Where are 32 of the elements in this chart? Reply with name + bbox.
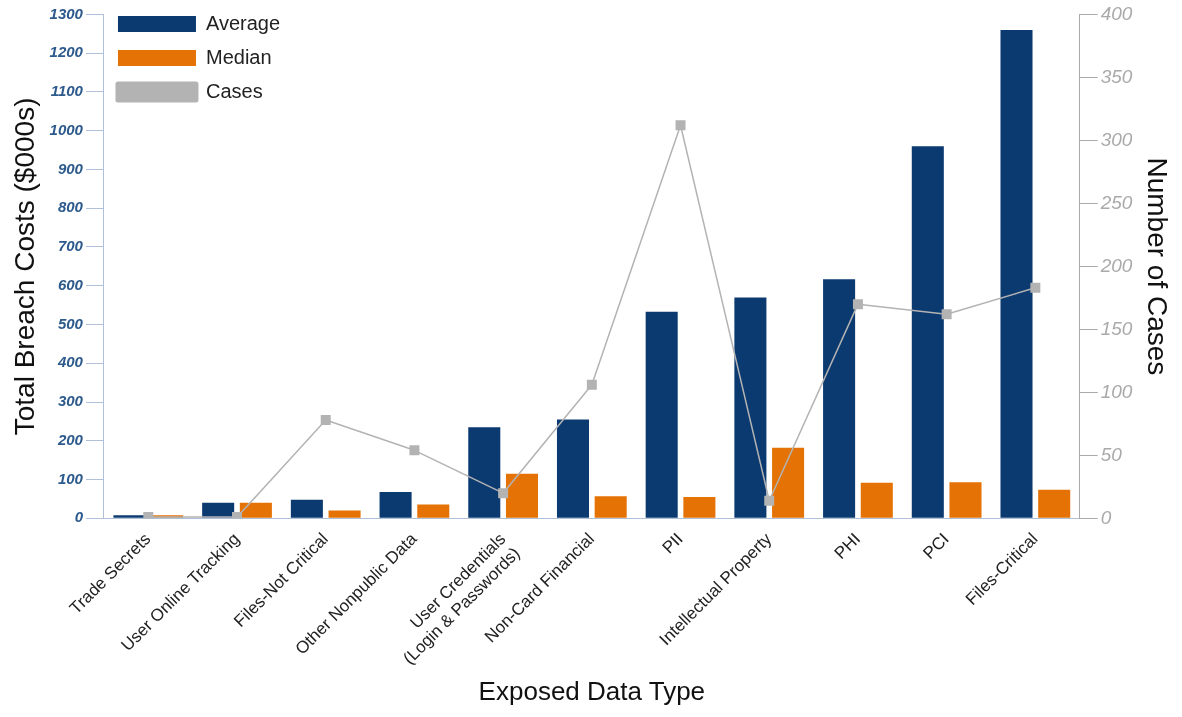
y-tick-label: 300 xyxy=(57,392,84,410)
x-axis-title: Exposed Data Type xyxy=(478,675,706,706)
y-tick-label: 0 xyxy=(74,508,84,526)
y-tick-label: 800 xyxy=(57,198,84,216)
y-axis-title: Total Breach Costs ($000s) xyxy=(8,97,40,436)
y-tick-label: 1200 xyxy=(49,43,84,61)
y2-tick-label: 150 xyxy=(1100,317,1133,339)
legend-label: Median xyxy=(205,45,272,68)
x-tick-label: PHI xyxy=(830,529,865,563)
y-tick-label: 500 xyxy=(57,314,84,332)
y-tick-label: 1300 xyxy=(49,4,84,22)
legend-label: Cases xyxy=(205,79,263,102)
y-tick-label: 1000 xyxy=(49,120,84,138)
y-tick-label: 100 xyxy=(57,469,84,487)
y2-tick-label: 200 xyxy=(1099,254,1133,276)
y2-tick-label: 100 xyxy=(1100,380,1133,402)
y-tick-label: 200 xyxy=(56,430,84,448)
legend-label: Average xyxy=(205,11,281,34)
y-tick-label: 700 xyxy=(57,237,84,255)
y2-tick-label: 350 xyxy=(1100,65,1133,87)
y-tick-label: 900 xyxy=(57,159,84,177)
y2-axis-title: Number of Cases xyxy=(1142,157,1174,376)
y-tick-label: 1100 xyxy=(50,82,84,100)
x-tick-label: PII xyxy=(658,529,687,558)
y-tick-label: 400 xyxy=(56,353,84,371)
y2-tick-label: 0 xyxy=(1100,506,1112,528)
y2-tick-label: 300 xyxy=(1100,128,1133,150)
x-tick-label: PCI xyxy=(919,529,953,563)
y2-tick-label: 250 xyxy=(1099,191,1133,213)
y-tick-label: 600 xyxy=(57,275,84,293)
y2-tick-label: 50 xyxy=(1100,443,1123,465)
y2-tick-label: 400 xyxy=(1100,2,1133,24)
